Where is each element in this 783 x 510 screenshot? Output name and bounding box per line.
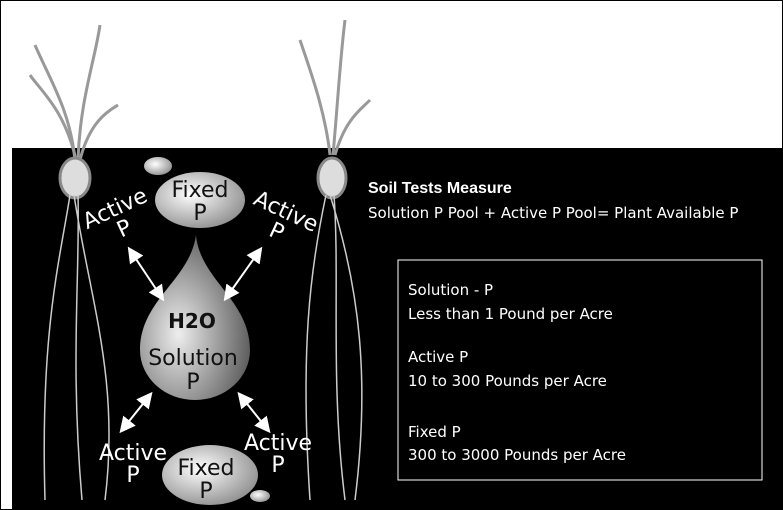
label: P bbox=[271, 453, 284, 478]
pool-name: Fixed P bbox=[408, 423, 461, 441]
pool-amount: 300 to 3000 Pounds per Acre bbox=[408, 446, 626, 464]
pebble bbox=[144, 157, 172, 175]
pool-amount: 10 to 300 Pounds per Acre bbox=[408, 372, 607, 390]
pool-name: Solution - P bbox=[408, 281, 493, 299]
pebble bbox=[250, 490, 270, 502]
label: P bbox=[186, 370, 199, 395]
label: Fixed bbox=[177, 456, 234, 481]
label: Active bbox=[99, 441, 167, 466]
label: Solution bbox=[148, 346, 238, 371]
heading: Soil Tests Measure bbox=[368, 180, 512, 197]
rock-bottom bbox=[162, 445, 258, 505]
water-drop bbox=[140, 235, 250, 400]
plant-right bbox=[298, 19, 372, 501]
formula: Solution P Pool + Active P Pool= Plant A… bbox=[368, 204, 738, 222]
label: Fixed bbox=[171, 178, 228, 203]
pool-amount: Less than 1 Pound per Acre bbox=[408, 305, 613, 323]
arrows bbox=[119, 246, 271, 434]
label: H2O bbox=[168, 309, 216, 333]
label: Active bbox=[244, 431, 312, 456]
rock-top bbox=[155, 172, 245, 228]
plant-left bbox=[28, 24, 119, 501]
label: P bbox=[193, 201, 206, 226]
info-box bbox=[397, 259, 763, 481]
label: P bbox=[199, 479, 212, 504]
label: P bbox=[126, 463, 139, 488]
pool-name: Active P bbox=[408, 348, 468, 366]
